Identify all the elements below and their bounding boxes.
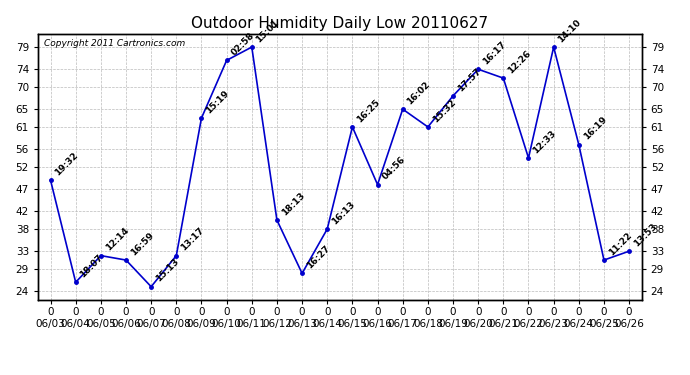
- Text: 18:07: 18:07: [79, 253, 105, 279]
- Text: 16:25: 16:25: [355, 98, 382, 124]
- Text: 11:22: 11:22: [607, 231, 633, 257]
- Text: 15:13: 15:13: [154, 257, 181, 284]
- Title: Outdoor Humidity Daily Low 20110627: Outdoor Humidity Daily Low 20110627: [191, 16, 489, 31]
- Text: 12:26: 12:26: [506, 49, 533, 75]
- Text: 12:33: 12:33: [531, 129, 558, 155]
- Text: 02:58: 02:58: [229, 31, 256, 58]
- Text: 13:17: 13:17: [179, 226, 206, 253]
- Text: 16:27: 16:27: [305, 244, 332, 271]
- Text: 12:14: 12:14: [104, 226, 130, 253]
- Text: 15:01: 15:01: [255, 18, 281, 44]
- Text: 16:17: 16:17: [481, 40, 508, 66]
- Text: 16:59: 16:59: [129, 231, 155, 257]
- Text: 16:19: 16:19: [582, 115, 609, 142]
- Text: 17:57: 17:57: [456, 66, 482, 93]
- Text: 16:13: 16:13: [330, 200, 357, 226]
- Text: Copyright 2011 Cartronics.com: Copyright 2011 Cartronics.com: [44, 39, 185, 48]
- Text: 14:10: 14:10: [556, 18, 583, 44]
- Text: 15:32: 15:32: [431, 98, 457, 124]
- Text: 19:32: 19:32: [53, 151, 80, 177]
- Text: 15:19: 15:19: [204, 88, 231, 115]
- Text: 18:13: 18:13: [279, 191, 306, 217]
- Text: 16:02: 16:02: [406, 80, 432, 106]
- Text: 13:53: 13:53: [632, 222, 658, 248]
- Text: 04:56: 04:56: [380, 155, 407, 182]
